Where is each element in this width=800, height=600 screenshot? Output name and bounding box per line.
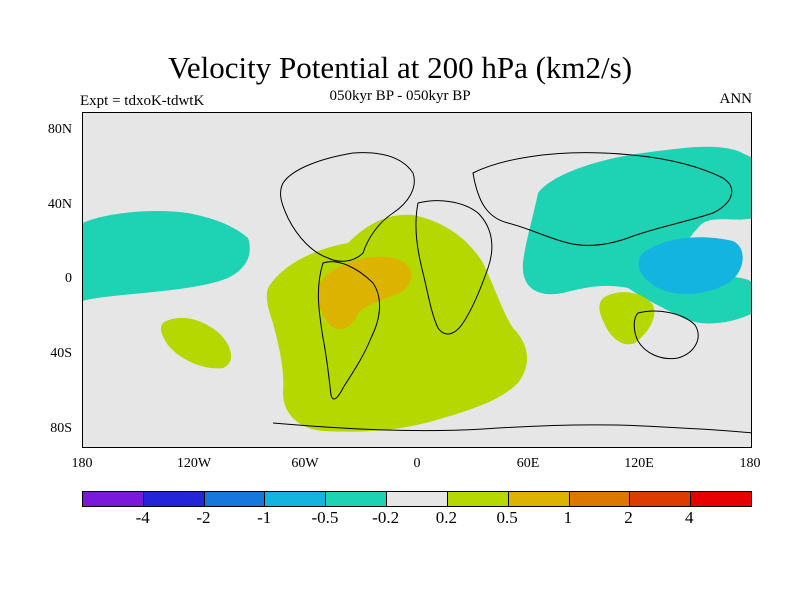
y-tick-label: 40S: [50, 346, 72, 361]
x-tick-label: 120W: [176, 456, 212, 471]
colorbar-swatch: [83, 492, 144, 506]
colorbar-swatch: [204, 492, 266, 506]
colorbar-label: 0.2: [435, 508, 457, 527]
colorbar-label: -0.2: [372, 508, 400, 527]
colorbar: [82, 491, 752, 507]
colorbar-swatch: [630, 492, 692, 506]
map-svg: [83, 146, 751, 434]
region-amazon-positive-core: [317, 256, 412, 330]
x-tick-label: 180: [739, 456, 761, 471]
colorbar-label: 0.5: [496, 508, 518, 527]
season-label: ANN: [719, 91, 753, 107]
colorbar-swatch: [143, 492, 205, 506]
region-se-pacific-positive: [160, 317, 232, 369]
coastlines: [272, 152, 751, 434]
colorbar-label: -4: [135, 508, 150, 527]
x-tick-label: 0: [413, 456, 421, 471]
colorbar-label: 4: [685, 508, 694, 527]
colorbar-swatch: [447, 492, 509, 506]
colorbar-label: 2: [624, 508, 633, 527]
chart-title: Velocity Potential at 200 hPa (km2/s): [167, 50, 633, 85]
x-tick-label: 180: [71, 456, 93, 471]
colorbar-label: -0.5: [311, 508, 339, 527]
x-tick-label: 60W: [291, 456, 319, 471]
region-central-pacific-negative: [83, 211, 250, 301]
colorbar-label: -2: [196, 508, 211, 527]
y-tick-label: 40N: [47, 197, 72, 212]
x-tick-label: 60E: [516, 456, 540, 471]
colorbar-swatch: [508, 492, 570, 506]
colorbar-swatch: [265, 492, 327, 506]
x-tick-label: 120E: [624, 456, 654, 471]
colorbar-swatch: [326, 492, 388, 506]
chart-subtitle: 050kyr BP - 050kyr BP: [329, 88, 471, 104]
region-atlantic-positive: [266, 214, 528, 432]
y-tick-label: 80S: [50, 421, 72, 436]
map-plot: [82, 112, 752, 448]
colorbar-label: 1: [563, 508, 573, 527]
y-tick-label: 80N: [47, 122, 72, 137]
colorbar-swatch: [691, 492, 751, 506]
y-tick-label: 0: [65, 271, 72, 286]
experiment-label: Expt = tdxoK-tdwtK: [80, 93, 205, 109]
region-w-australia-positive: [599, 292, 655, 345]
colorbar-swatch: [569, 492, 631, 506]
region-maritime-negative-core: [638, 237, 743, 295]
colorbar-label: -1: [257, 508, 272, 527]
colorbar-swatch: [387, 492, 448, 506]
